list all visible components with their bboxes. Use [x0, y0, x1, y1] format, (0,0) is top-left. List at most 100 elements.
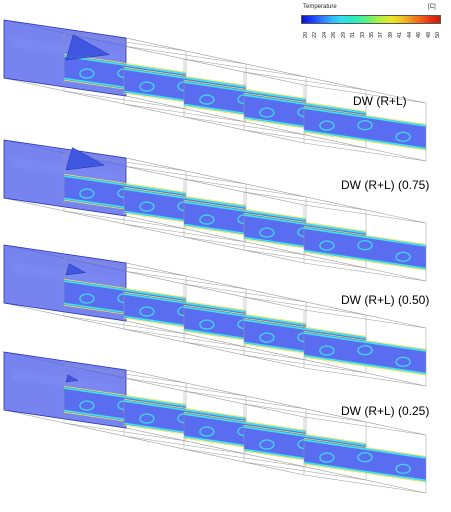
slice-frame	[123, 270, 247, 348]
thermal-layer-top	[243, 214, 367, 234]
vortex-structure	[199, 214, 215, 225]
wireframe-edge	[125, 95, 427, 162]
slice-frame	[243, 403, 367, 481]
vortex-structure	[259, 439, 275, 450]
vortex-structure	[79, 68, 95, 79]
thermal-layer-top	[123, 68, 247, 88]
vortex-structure	[319, 240, 335, 251]
wireframe-edge	[3, 302, 305, 369]
vortex-structure	[259, 227, 275, 238]
wall-layer-bottom	[303, 356, 427, 376]
wireframe-edge	[3, 409, 305, 476]
wall-layer-top	[303, 105, 427, 125]
thermal-layer-top	[63, 55, 187, 75]
wall-layer-top	[243, 424, 367, 444]
slice-frame	[303, 309, 427, 387]
wireframe-edge	[125, 427, 427, 494]
wall-layer-top	[63, 278, 187, 298]
wall-layer-top	[183, 79, 307, 99]
thermal-layer-top	[243, 319, 367, 339]
case-row	[3, 139, 427, 282]
temperature-colorbar	[301, 15, 441, 24]
vortex-structure	[357, 240, 373, 251]
wall-layer-top	[243, 212, 367, 232]
slice-frame	[63, 364, 187, 442]
wireframe-edge	[125, 215, 427, 282]
slice-frame	[183, 178, 307, 256]
vortex-structure	[259, 107, 275, 118]
delta-winglet-icon	[65, 263, 86, 276]
slice-frame	[303, 416, 427, 494]
thermal-layer-top	[123, 400, 247, 420]
vortex-structure	[357, 452, 373, 463]
vortex-structure	[395, 131, 411, 143]
slice-frame	[183, 283, 307, 361]
colorbar-unit: [C]	[428, 4, 436, 10]
case-row	[3, 19, 427, 162]
slice-frame	[123, 377, 247, 455]
wall-layer-top	[123, 66, 247, 86]
thermal-layer-top	[63, 175, 187, 195]
vortex-structure	[395, 251, 411, 263]
thermal-layer-top	[63, 387, 187, 407]
thermal-layer-top	[123, 293, 247, 313]
wall-layer-top	[243, 92, 367, 112]
slice-frame	[183, 58, 307, 136]
slice-frame	[63, 257, 187, 335]
vortex-structure	[357, 120, 373, 131]
vortex-structure	[79, 400, 95, 411]
slice-frame	[243, 71, 367, 149]
wireframe-edge	[125, 157, 427, 224]
vortex-structure	[199, 94, 215, 105]
thermal-layer-top	[303, 107, 427, 127]
thermal-layer-top	[63, 280, 187, 300]
slice-frame	[123, 45, 247, 123]
thermal-layer-top	[183, 81, 307, 101]
case-label-2: DW (R+L) (0.75)	[341, 178, 430, 192]
thermal-layer-top	[183, 306, 307, 326]
thermal-layer-bottom	[303, 249, 427, 270]
slice-plane	[304, 332, 426, 375]
vortex-structure	[395, 356, 411, 368]
thermal-layer-top	[183, 201, 307, 221]
vortex-structure	[199, 426, 215, 437]
slice-plane	[304, 227, 426, 270]
case-label-4: DW (R+L) (0.25)	[341, 404, 430, 418]
wireframe-edge	[3, 77, 305, 144]
vortex-structure	[357, 345, 373, 356]
case-label-3: DW (R+L) (0.50)	[341, 293, 430, 307]
wall-layer-top	[183, 411, 307, 431]
vortex-structure	[139, 81, 155, 92]
colorbar-title: Temperature	[303, 4, 337, 10]
slice-frame	[123, 165, 247, 243]
delta-winglet-icon	[65, 374, 79, 383]
thermal-layer-top	[303, 227, 427, 247]
case-label-1: DW (R+L)	[353, 94, 407, 108]
delta-winglet-icon	[65, 147, 106, 171]
vortex-structure	[259, 332, 275, 343]
wall-layer-top	[303, 225, 427, 245]
vortex-structure	[319, 345, 335, 356]
vortex-structure	[79, 188, 95, 199]
vortex-structure	[139, 413, 155, 424]
slice-frame	[303, 204, 427, 282]
wall-layer-top	[63, 173, 187, 193]
wall-layer-top	[123, 398, 247, 418]
vortex-structure	[79, 293, 95, 304]
thermal-layer-top	[243, 94, 367, 114]
wall-layer-bottom	[303, 463, 427, 483]
vortex-structure	[395, 463, 411, 475]
slice-plane	[304, 439, 426, 482]
thermal-layer-bottom	[303, 354, 427, 375]
wireframe-edge	[125, 37, 427, 104]
wireframe-edge	[125, 369, 427, 436]
delta-winglet-icon	[65, 34, 110, 61]
thermal-layer-top	[303, 332, 427, 352]
slice-frame	[63, 32, 187, 110]
wall-layer-top	[183, 199, 307, 219]
thermal-layer-bottom	[303, 129, 427, 150]
thermal-layer-top	[123, 188, 247, 208]
wireframe-edge	[125, 262, 427, 329]
thermal-layer-bottom	[303, 461, 427, 482]
